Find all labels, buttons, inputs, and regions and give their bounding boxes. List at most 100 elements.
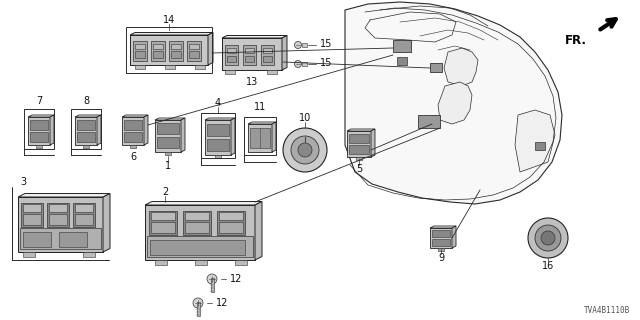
Bar [189, 44, 199, 49]
Bar [23, 213, 41, 225]
Bar [155, 120, 181, 152]
Polygon shape [272, 122, 276, 152]
Bar [263, 48, 272, 53]
Bar [157, 137, 179, 148]
Polygon shape [515, 110, 555, 172]
Bar [151, 41, 165, 61]
Text: TVA4B1110B: TVA4B1110B [584, 306, 630, 315]
Circle shape [283, 128, 327, 172]
Text: FR.: FR. [565, 34, 587, 47]
Bar [301, 62, 307, 66]
Bar [207, 139, 229, 151]
Bar [157, 123, 179, 134]
Bar [267, 70, 277, 74]
Bar [135, 65, 145, 69]
Bar [185, 212, 209, 220]
Bar [243, 45, 256, 65]
Text: 4: 4 [215, 98, 221, 108]
Bar [196, 302, 200, 316]
Bar [195, 65, 205, 69]
Polygon shape [18, 194, 110, 197]
Bar [261, 45, 274, 65]
Bar [217, 211, 245, 235]
Polygon shape [208, 33, 213, 65]
Bar [47, 203, 69, 227]
Text: 15: 15 [320, 39, 332, 49]
Polygon shape [231, 118, 235, 155]
Bar [49, 213, 67, 225]
Bar [59, 232, 87, 247]
Bar [225, 45, 238, 65]
Bar [535, 142, 545, 150]
Bar [83, 252, 95, 257]
Bar [75, 117, 97, 145]
Bar [187, 41, 201, 61]
Bar [149, 211, 177, 235]
Bar [124, 132, 142, 142]
Circle shape [207, 274, 217, 284]
Bar [245, 48, 254, 53]
Polygon shape [222, 36, 287, 38]
Bar [432, 230, 450, 237]
Polygon shape [345, 2, 562, 204]
Text: 11: 11 [254, 102, 266, 112]
Text: 12: 12 [216, 298, 228, 308]
Text: 3: 3 [20, 177, 26, 187]
Bar [36, 145, 42, 148]
Polygon shape [181, 118, 185, 152]
Bar [153, 44, 163, 49]
Bar [356, 157, 362, 160]
Text: 1: 1 [165, 161, 171, 171]
Text: 12: 12 [230, 274, 243, 284]
Bar [207, 124, 229, 136]
Bar [250, 128, 270, 148]
Bar [126, 27, 212, 73]
Circle shape [193, 298, 203, 308]
Bar [122, 117, 144, 145]
Bar [145, 205, 255, 260]
Bar [150, 240, 245, 255]
Bar [28, 117, 50, 145]
Text: 13: 13 [246, 77, 258, 87]
Bar [183, 211, 211, 235]
Bar [171, 51, 181, 58]
Polygon shape [103, 194, 110, 252]
Polygon shape [371, 129, 375, 157]
Bar [245, 56, 254, 62]
Polygon shape [130, 33, 213, 35]
Bar [430, 228, 452, 248]
Bar [153, 51, 163, 58]
Polygon shape [282, 36, 287, 70]
Polygon shape [248, 122, 276, 124]
Text: 14: 14 [163, 15, 175, 25]
Circle shape [291, 136, 319, 164]
Polygon shape [145, 202, 262, 205]
Polygon shape [144, 115, 148, 145]
Text: 8: 8 [83, 96, 89, 106]
Bar [169, 41, 183, 61]
Bar [30, 120, 48, 130]
Bar [347, 131, 371, 157]
Bar [227, 56, 236, 62]
Bar [155, 260, 167, 265]
Bar [165, 152, 171, 155]
Circle shape [294, 60, 301, 68]
Bar [349, 145, 369, 154]
Bar [165, 65, 175, 69]
Polygon shape [122, 115, 148, 117]
Bar [73, 203, 95, 227]
Bar [301, 43, 307, 47]
Circle shape [541, 231, 555, 245]
Bar [185, 221, 209, 233]
Polygon shape [255, 202, 262, 260]
Circle shape [294, 42, 301, 49]
Text: 16: 16 [542, 261, 554, 271]
Polygon shape [452, 226, 456, 248]
Bar [263, 56, 272, 62]
Polygon shape [205, 118, 235, 120]
Bar [135, 44, 145, 49]
Bar [393, 40, 411, 52]
Text: 15: 15 [320, 58, 332, 68]
Text: 2: 2 [162, 187, 168, 197]
Bar [77, 120, 95, 130]
